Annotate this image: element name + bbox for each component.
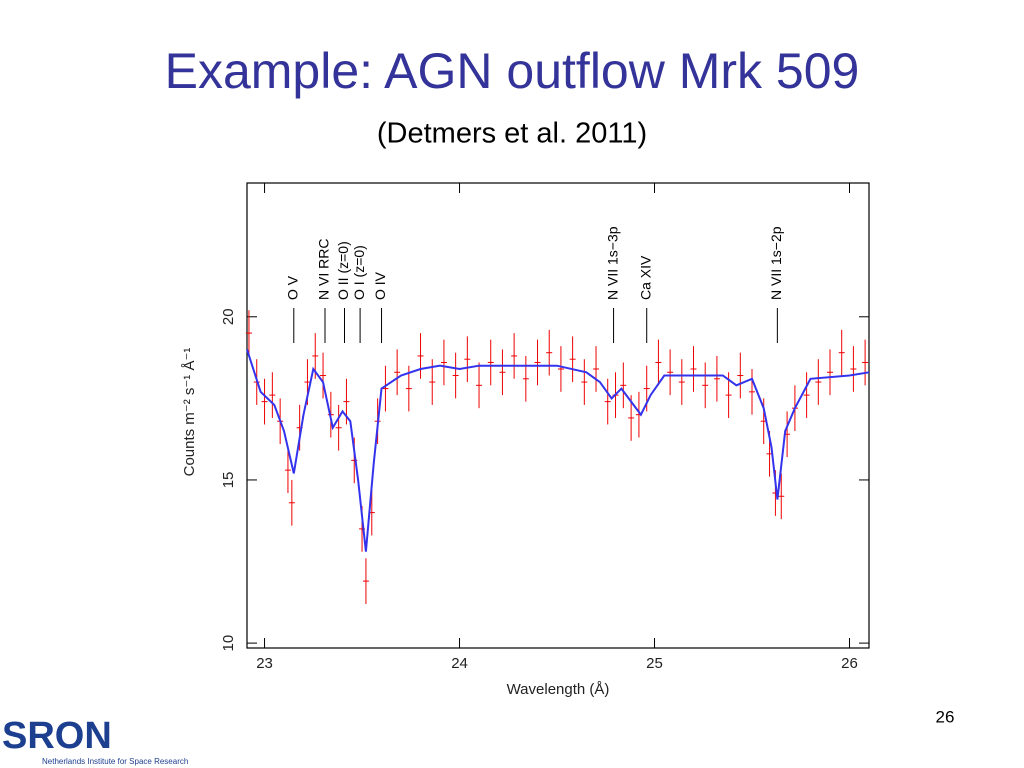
y-tick-label: 10 [220,635,237,652]
x-tick-label: 25 [646,655,663,672]
y-tick-label: 20 [220,308,237,325]
logo-caption: Netherlands Institute for Space Research [42,757,188,766]
x-axis-label: Wavelength (Å) [507,681,610,698]
x-tick-label: 24 [451,655,468,672]
y-axis-label: Counts m⁻² s⁻¹ Å⁻¹ [181,348,198,477]
annotation-label: Ca XIV [637,255,653,300]
annotation-label: O V [284,275,300,300]
x-tick-label: 26 [841,655,858,672]
y-tick-label: 15 [220,472,237,489]
annotation-label: O IV [372,271,388,300]
annotation-label: N VI RRC [316,239,332,300]
page-number: 26 [936,707,955,726]
annotation-label: O I (z=0) [351,245,367,300]
model-line [246,349,870,552]
slide-title: Example: AGN outflow Mrk 509 [165,43,860,99]
annotation-label: O II (z=0) [335,241,351,300]
logo: SRON [2,715,112,757]
annotation-label: N VII 1s−2p [768,226,784,300]
annotation-label: N VII 1s−3p [604,226,620,300]
slide-subtitle: (Detmers et al. 2011) [377,118,647,150]
x-tick-label: 23 [256,655,273,672]
plot-frame [246,182,870,649]
